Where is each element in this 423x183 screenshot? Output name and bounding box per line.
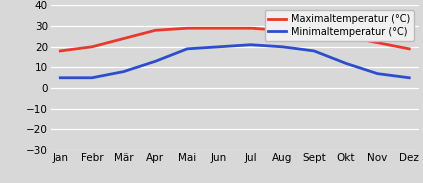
Maximaltemperatur (°C): [184, 27, 190, 29]
Maximaltemperatur (°C): [375, 42, 380, 44]
Maximaltemperatur (°C): [248, 27, 253, 29]
Minimaltemperatur (°C): [153, 60, 158, 62]
Minimaltemperatur (°C): [216, 46, 221, 48]
Maximaltemperatur (°C): [407, 48, 412, 50]
Maximaltemperatur (°C): [153, 29, 158, 31]
Minimaltemperatur (°C): [280, 46, 285, 48]
Minimaltemperatur (°C): [343, 62, 348, 64]
Minimaltemperatur (°C): [407, 77, 412, 79]
Maximaltemperatur (°C): [216, 27, 221, 29]
Maximaltemperatur (°C): [311, 31, 316, 33]
Minimaltemperatur (°C): [311, 50, 316, 52]
Minimaltemperatur (°C): [89, 77, 94, 79]
Minimaltemperatur (°C): [375, 72, 380, 75]
Maximaltemperatur (°C): [89, 46, 94, 48]
Minimaltemperatur (°C): [248, 44, 253, 46]
Maximaltemperatur (°C): [121, 38, 126, 40]
Line: Maximaltemperatur (°C): Maximaltemperatur (°C): [60, 28, 409, 51]
Maximaltemperatur (°C): [343, 35, 348, 38]
Legend: Maximaltemperatur (°C), Minimaltemperatur (°C): Maximaltemperatur (°C), Minimaltemperatu…: [264, 10, 414, 41]
Minimaltemperatur (°C): [58, 77, 63, 79]
Maximaltemperatur (°C): [280, 29, 285, 31]
Minimaltemperatur (°C): [184, 48, 190, 50]
Line: Minimaltemperatur (°C): Minimaltemperatur (°C): [60, 45, 409, 78]
Minimaltemperatur (°C): [121, 70, 126, 73]
Maximaltemperatur (°C): [58, 50, 63, 52]
